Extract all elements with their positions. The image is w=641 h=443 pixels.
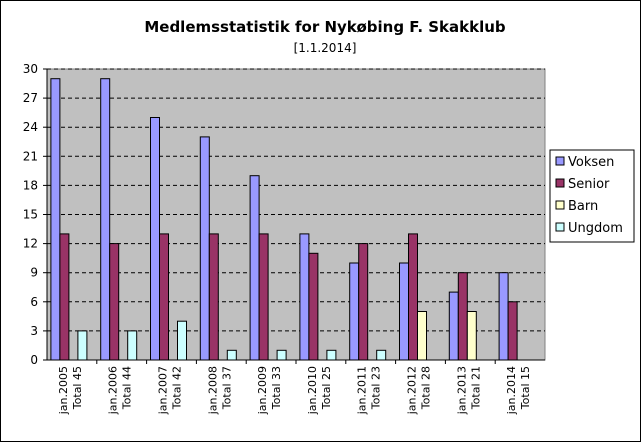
bar-senior (507, 301, 518, 361)
y-tick-label: 15 (23, 208, 38, 222)
x-category-label: jan.2005 (57, 366, 70, 415)
bar-senior (308, 252, 319, 361)
x-category-label: Total 42 (171, 366, 184, 410)
bar-senior (159, 233, 169, 361)
chart-subtitle: [1.1.2014] (294, 41, 357, 55)
y-tick-label: 30 (23, 62, 38, 76)
bar-voksen (399, 262, 409, 361)
legend-label-senior: Senior (568, 177, 610, 192)
bar-senior (358, 243, 369, 361)
plot-area: 0 3 6 9 12 15 18 21 24 27 30 jan.2005 Total 45 jan.20… (23, 62, 546, 415)
bar-voksen (299, 233, 310, 361)
bar-voksen (100, 78, 111, 361)
x-category-label: jan.2012 (406, 366, 419, 415)
y-tick-label: 27 (23, 91, 38, 105)
y-tick-label: 21 (23, 149, 38, 163)
x-category-label: Total 15 (519, 366, 532, 410)
bar-senior (408, 233, 418, 361)
bar-voksen (349, 262, 360, 361)
x-category-label: Total 21 (469, 366, 482, 410)
bar-senior (208, 233, 219, 361)
legend-swatch-senior (555, 178, 565, 188)
bar-voksen (150, 117, 160, 361)
bar-barn (466, 311, 477, 361)
legend: Voksen Senior Barn Ungdom (549, 149, 635, 243)
bar-voksen (199, 136, 210, 361)
bar-senior (457, 272, 468, 361)
legend-swatch-barn (555, 200, 565, 210)
x-category-label: jan.2010 (306, 366, 319, 415)
bar-senior (59, 233, 70, 361)
y-tick-label: 24 (23, 120, 38, 134)
y-tick-label: 3 (30, 324, 38, 338)
legend-label-voksen: Voksen (568, 155, 614, 170)
x-category-label: jan.2013 (455, 366, 468, 415)
x-category-label: Total 37 (220, 366, 233, 410)
y-tick-label: 9 (30, 266, 38, 280)
legend-label-barn: Barn (568, 199, 598, 214)
y-tick-label: 18 (23, 178, 38, 192)
bar-ungdom (226, 349, 237, 361)
bar-ungdom (326, 349, 337, 361)
x-category-label: Total 28 (420, 366, 433, 410)
legend-swatch-voksen (555, 156, 565, 166)
bar-ungdom (376, 349, 387, 361)
bar-voksen (448, 291, 459, 361)
bar-barn (417, 311, 427, 361)
bar-voksen (249, 175, 260, 361)
chart-title: Medlemsstatistik for Nykøbing F. Skakklu… (144, 18, 506, 36)
bar-senior (109, 243, 120, 361)
y-tick-label: 12 (23, 237, 38, 251)
x-category-label: jan.2007 (157, 366, 170, 415)
x-category-label: jan.2011 (356, 366, 369, 415)
bar-ungdom (127, 330, 138, 361)
bar-senior (258, 233, 269, 361)
legend-label-ungdom: Ungdom (568, 221, 623, 236)
x-category-label: jan.2009 (256, 366, 269, 415)
bar-ungdom (177, 320, 187, 361)
legend-swatch-ungdom (555, 222, 565, 232)
bar-ungdom (276, 349, 287, 361)
y-tick-label: 6 (30, 295, 38, 309)
y-tick-label: 0 (30, 353, 38, 367)
bar-voksen (498, 272, 509, 361)
x-category-label: Total 33 (270, 366, 283, 410)
x-category-label: Total 45 (71, 366, 84, 410)
x-category-label: Total 23 (370, 366, 383, 410)
x-category-label: Total 25 (320, 366, 333, 410)
x-category-label: Total 44 (121, 366, 134, 410)
bar-ungdom (77, 330, 88, 361)
x-category-label: jan.2008 (206, 366, 219, 415)
x-category-label: jan.2006 (107, 366, 120, 415)
x-category-label: jan.2014 (505, 366, 518, 415)
bar-voksen (50, 78, 61, 361)
